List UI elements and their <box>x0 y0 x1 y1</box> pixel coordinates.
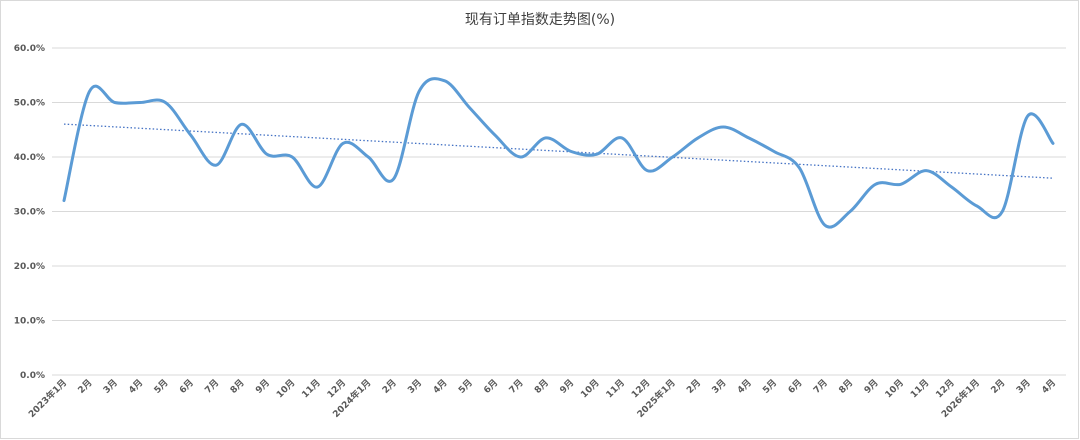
data-point <box>544 136 548 140</box>
x-tick-label: 11月 <box>604 377 627 400</box>
x-tick-label: 2023年1月 <box>26 377 69 420</box>
x-tick-label: 7月 <box>811 377 830 396</box>
data-point <box>519 155 523 159</box>
data-point <box>671 155 675 159</box>
y-tick-label: 20.0% <box>14 262 45 272</box>
x-tick-label: 5月 <box>152 377 171 396</box>
x-tick-label: 3月 <box>1014 377 1033 396</box>
y-tick-label: 10.0% <box>14 317 45 327</box>
data-point <box>874 182 878 186</box>
x-tick-label: 10月 <box>579 377 602 400</box>
chart-title: 现有订单指数走势图(%) <box>465 12 615 28</box>
data-point <box>848 210 852 214</box>
data-point <box>823 223 827 227</box>
x-tick-label: 4月 <box>431 377 450 396</box>
data-point <box>138 101 142 105</box>
x-tick-label: 8月 <box>837 377 856 396</box>
data-point <box>975 204 979 208</box>
x-tick-label: 12月 <box>325 377 348 400</box>
x-tick-label: 4月 <box>127 377 146 396</box>
y-tick-label: 50.0% <box>14 99 45 109</box>
data-point <box>899 182 903 186</box>
x-tick-label: 4月 <box>1040 377 1059 396</box>
x-tick-label: 2月 <box>989 377 1008 396</box>
y-tick-label: 0.0% <box>20 371 45 381</box>
trendline <box>63 123 1054 179</box>
data-point <box>392 177 396 181</box>
data-point <box>772 150 776 154</box>
x-tick-label: 9月 <box>558 377 577 396</box>
data-point <box>316 185 320 189</box>
data-point <box>620 136 624 140</box>
x-tick-label: 11月 <box>908 377 931 400</box>
data-point <box>214 163 218 167</box>
data-point <box>442 79 446 83</box>
data-point <box>265 152 269 156</box>
data-point <box>1026 114 1030 118</box>
data-point <box>645 169 649 173</box>
data-point <box>189 133 193 137</box>
data-point <box>595 152 599 156</box>
x-tick-label: 3月 <box>101 377 120 396</box>
x-tick-label: 9月 <box>253 377 272 396</box>
x-tick-label: 3月 <box>710 377 729 396</box>
data-point <box>366 155 370 159</box>
x-tick-label: 9月 <box>862 377 881 396</box>
data-point <box>417 90 421 94</box>
x-tick-label: 7月 <box>507 377 526 396</box>
x-tick-label: 7月 <box>203 377 222 396</box>
x-tick-label: 6月 <box>177 377 196 396</box>
data-point <box>493 133 497 137</box>
x-tick-label: 5月 <box>456 377 475 396</box>
data-point <box>950 185 954 189</box>
x-tick-label: 10月 <box>883 377 906 400</box>
x-tick-label: 8月 <box>532 377 551 396</box>
data-point <box>721 125 725 129</box>
x-tick-label: 2月 <box>76 377 95 396</box>
gridlines <box>52 47 1066 376</box>
x-tick-label: 2月 <box>685 377 704 396</box>
trendline-layer <box>63 123 1054 179</box>
series-line <box>62 77 1055 229</box>
data-point <box>240 122 244 126</box>
data-point <box>696 136 700 140</box>
data-point <box>62 199 66 203</box>
data-point <box>341 141 345 145</box>
series-layer <box>62 77 1055 229</box>
y-axis-tick-labels: 0.0% 10.0% 20.0% 30.0% 40.0% 50.0% 60.0% <box>14 44 45 381</box>
data-point <box>924 169 928 173</box>
data-point <box>797 166 801 170</box>
data-point <box>569 150 573 154</box>
y-tick-label: 60.0% <box>14 44 45 54</box>
x-tick-label: 11月 <box>300 377 323 400</box>
data-point <box>1051 141 1055 145</box>
x-tick-label: 8月 <box>228 377 247 396</box>
data-point <box>1000 210 1004 214</box>
x-tick-label: 6月 <box>786 377 805 396</box>
y-tick-label: 40.0% <box>14 153 45 163</box>
y-tick-label: 30.0% <box>14 208 45 218</box>
x-tick-label: 12月 <box>934 377 957 400</box>
x-tick-label: 10月 <box>274 377 297 400</box>
data-point <box>468 106 472 110</box>
data-point <box>163 101 167 105</box>
data-point <box>113 101 117 105</box>
x-tick-label: 6月 <box>482 377 501 396</box>
data-point <box>747 136 751 140</box>
x-tick-label: 5月 <box>761 377 780 396</box>
x-tick-label: 4月 <box>735 377 754 396</box>
x-tick-label: 3月 <box>406 377 425 396</box>
x-tick-label: 2月 <box>380 377 399 396</box>
x-tick-label: 12月 <box>629 377 652 400</box>
data-point <box>87 90 91 94</box>
data-point <box>290 155 294 159</box>
